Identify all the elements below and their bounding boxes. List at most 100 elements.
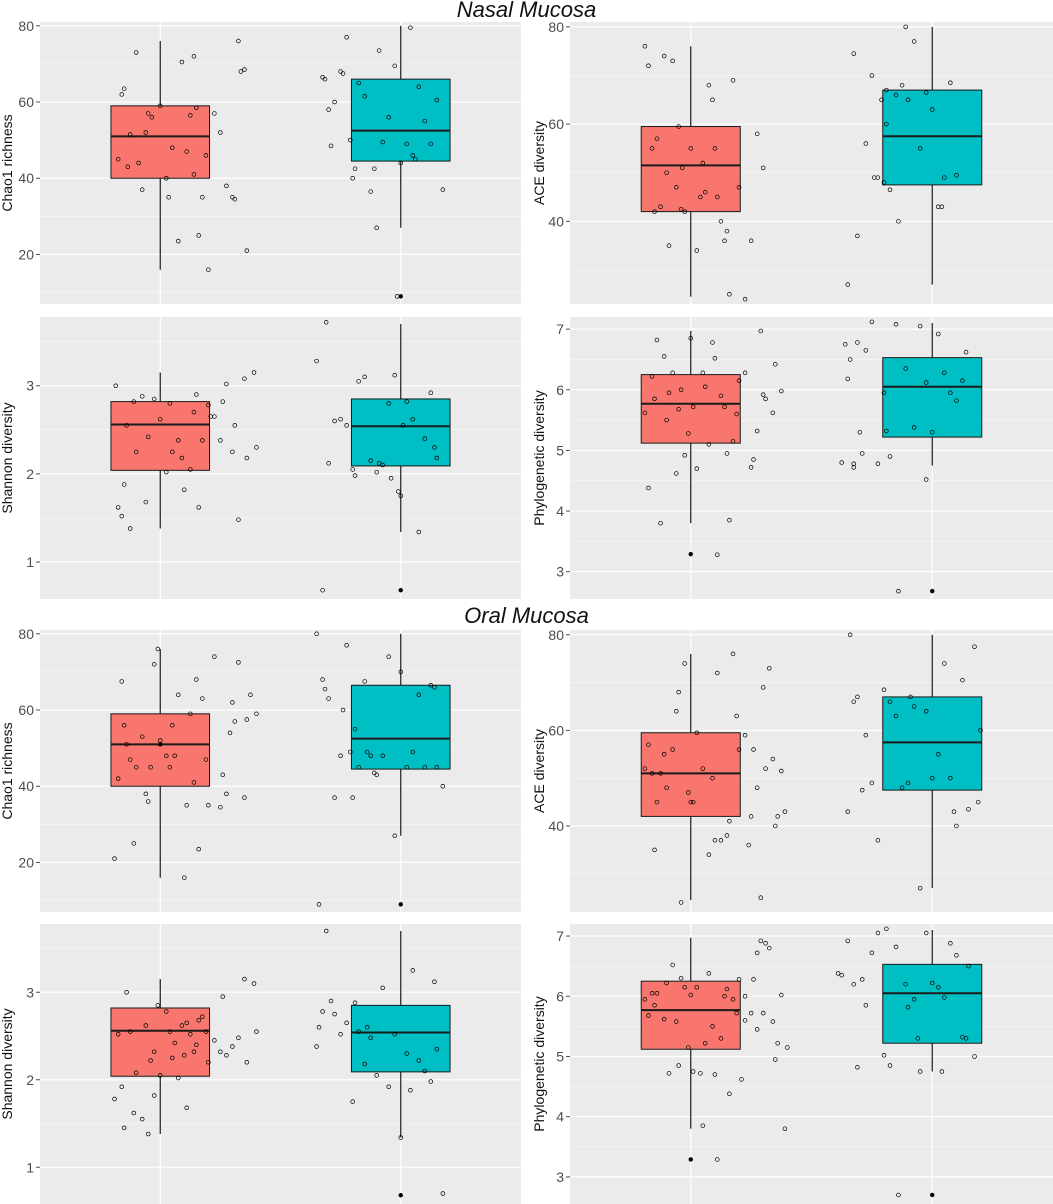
data-point <box>398 669 404 675</box>
panel-oral-chao1: 20 40 60 80 Chao1 richness <box>0 626 521 912</box>
data-point <box>236 517 241 522</box>
data-point <box>372 166 377 171</box>
data-point <box>674 185 679 190</box>
data-point <box>881 390 887 396</box>
data-point <box>851 465 857 470</box>
data-point <box>196 1017 201 1023</box>
data-point <box>664 980 669 986</box>
data-point <box>432 445 437 450</box>
data-point <box>203 757 209 762</box>
data-point <box>785 1045 790 1050</box>
data-point <box>412 156 418 162</box>
data-point <box>966 806 971 812</box>
data-point <box>722 404 727 410</box>
data-point <box>715 194 720 200</box>
data-point <box>191 409 197 415</box>
data-point <box>149 115 155 120</box>
data-point <box>690 404 696 410</box>
data-point <box>254 711 259 717</box>
data-point <box>133 1070 139 1076</box>
data-point <box>236 660 241 665</box>
y-axis-title: ACE diversity <box>531 121 547 205</box>
box-group1 <box>640 374 741 444</box>
data-point <box>923 380 929 385</box>
data-point <box>320 587 325 593</box>
data-point <box>724 833 730 838</box>
data-point <box>230 700 235 705</box>
data-point <box>664 417 669 423</box>
data-point <box>191 780 197 785</box>
data-point <box>434 764 440 770</box>
data-point <box>923 477 929 482</box>
data-point <box>176 692 181 698</box>
y-tick-label: 40 <box>548 818 564 834</box>
data-point <box>702 1040 708 1046</box>
panel-oral-shannon: 1 2 3 Shannon diversity <box>0 924 521 1204</box>
data-point <box>702 384 708 389</box>
data-point <box>127 132 133 137</box>
data-point <box>670 962 675 968</box>
data-point <box>224 1053 229 1058</box>
data-point <box>121 723 127 728</box>
data-point <box>710 775 715 781</box>
data-point <box>773 823 778 829</box>
data-point <box>328 998 334 1004</box>
data-point <box>730 439 736 444</box>
box-group1 <box>110 105 211 179</box>
y-tick-label: 5 <box>556 1048 564 1064</box>
data-point <box>899 82 905 88</box>
data-point <box>736 378 742 383</box>
section-title-nasal: Nasal Mucosa <box>456 0 597 22</box>
data-point <box>748 465 754 470</box>
data-point <box>678 975 684 981</box>
outlier-point <box>398 294 403 299</box>
data-point <box>326 696 331 701</box>
y-tick-label: 20 <box>18 854 34 870</box>
data-point <box>674 709 679 714</box>
data-point <box>191 1049 197 1054</box>
outlier-point <box>688 1157 693 1162</box>
data-point <box>242 795 247 800</box>
data-point <box>212 111 217 116</box>
data-point <box>352 166 358 171</box>
data-point <box>923 709 929 714</box>
data-point <box>179 59 185 65</box>
data-point <box>338 753 343 759</box>
y-tick-label: 3 <box>26 378 34 394</box>
data-point <box>191 172 197 177</box>
section-title-oral: Oral Mucosa <box>464 603 589 628</box>
data-point <box>942 175 947 180</box>
data-point <box>242 67 247 72</box>
data-point <box>386 401 391 406</box>
data-point <box>930 107 935 112</box>
data-point <box>224 183 229 189</box>
data-point <box>754 785 760 790</box>
data-point <box>863 348 869 353</box>
panel-oral-ace: 40 60 80 ACE diversity <box>531 627 1053 912</box>
data-point <box>863 1003 869 1008</box>
data-point <box>845 282 850 287</box>
data-point <box>758 895 764 900</box>
data-point <box>124 423 129 428</box>
data-point <box>158 103 163 109</box>
y-tick-label: 5 <box>556 442 564 458</box>
y-axis-title: Chao1 richness <box>0 722 15 819</box>
data-point <box>164 753 169 759</box>
data-point <box>782 1126 788 1131</box>
data-point <box>350 795 355 800</box>
data-point <box>758 328 764 334</box>
data-point <box>320 1009 325 1014</box>
data-point <box>682 209 687 214</box>
data-point <box>851 51 857 56</box>
data-point <box>251 981 257 986</box>
data-point <box>200 195 205 200</box>
data-point <box>923 930 929 936</box>
data-point <box>903 366 908 371</box>
data-point <box>143 791 149 797</box>
data-point <box>432 684 437 690</box>
data-point <box>884 926 889 932</box>
data-point <box>736 977 742 982</box>
data-point <box>176 238 181 244</box>
data-point <box>394 294 400 299</box>
data-point <box>206 803 211 808</box>
